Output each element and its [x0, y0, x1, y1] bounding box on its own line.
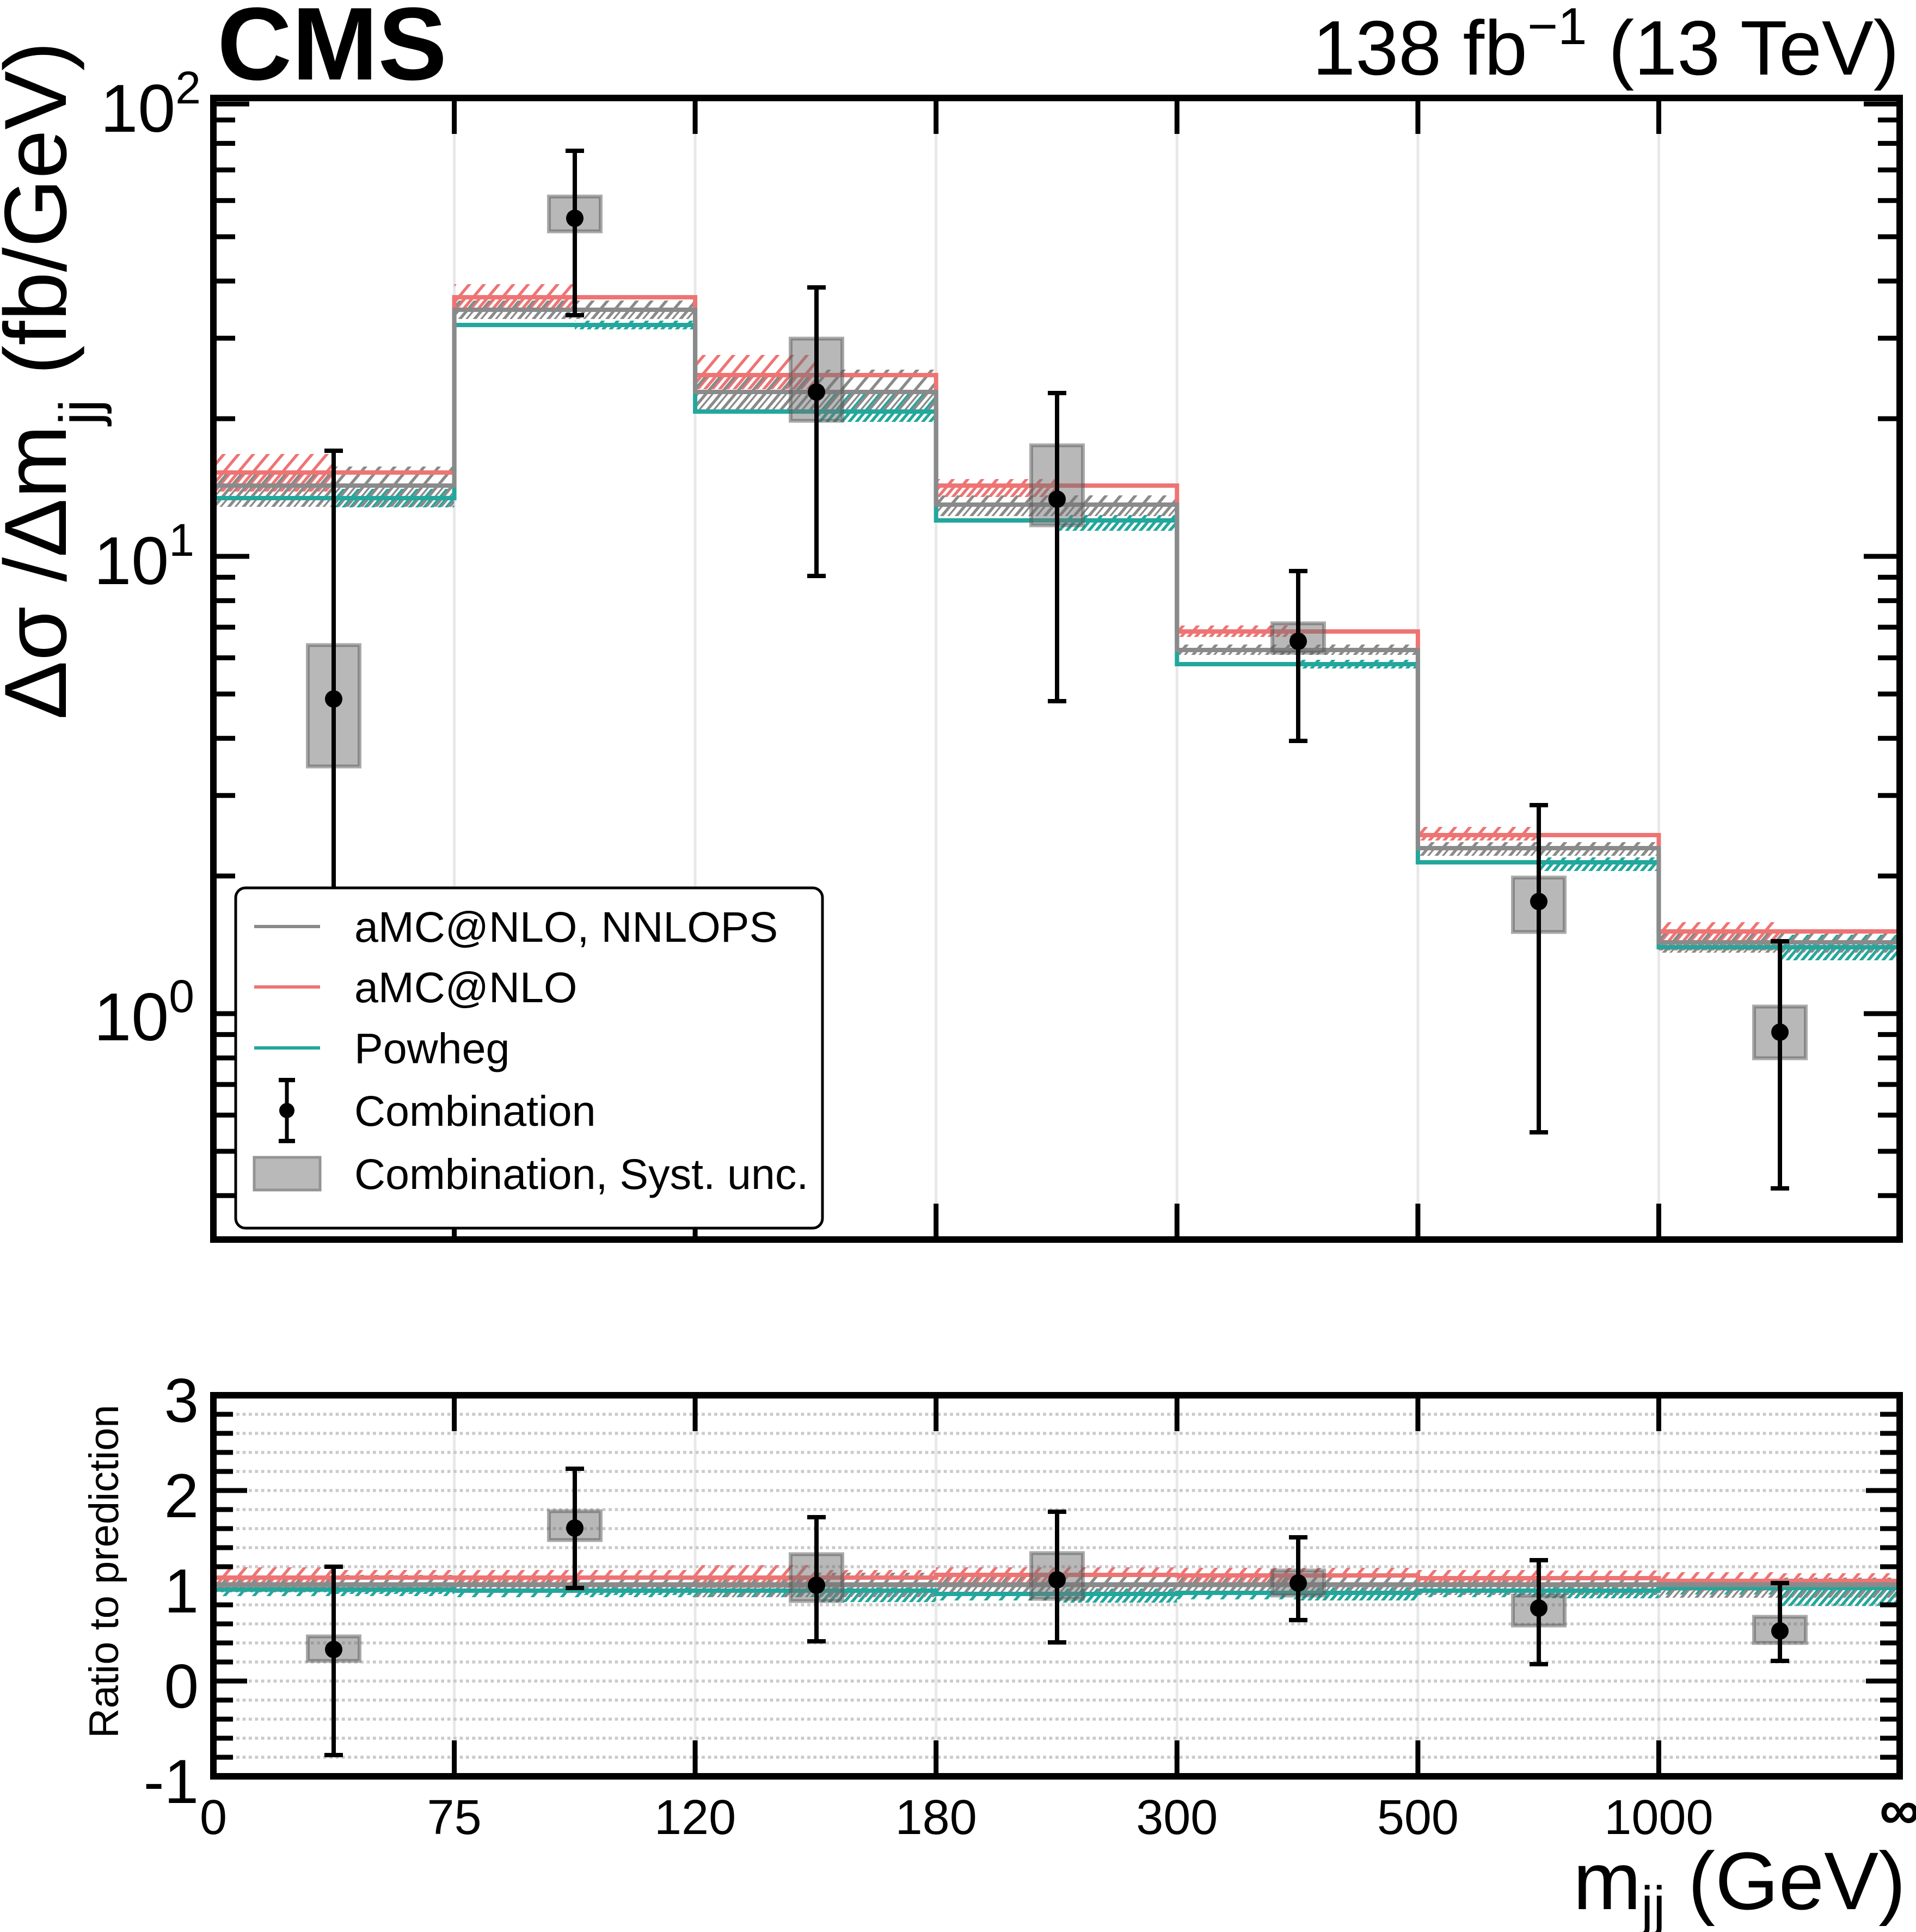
svg-text:CMS: CMS: [217, 0, 447, 102]
svg-text:mjj (GeV): mjj (GeV): [1573, 1835, 1906, 1932]
svg-text:500: 500: [1377, 1790, 1459, 1845]
svg-text:2: 2: [164, 1462, 199, 1531]
svg-text:1: 1: [164, 1557, 199, 1626]
svg-text:Combination, Syst. unc.: Combination, Syst. unc.: [354, 1150, 808, 1198]
svg-text:3: 3: [164, 1366, 199, 1436]
svg-text:Ratio to prediction: Ratio to prediction: [81, 1404, 127, 1738]
svg-text:∞: ∞: [1880, 1778, 1916, 1842]
svg-text:1000: 1000: [1604, 1790, 1713, 1845]
svg-text:180: 180: [895, 1790, 977, 1845]
svg-text:Powheg: Powheg: [354, 1024, 510, 1072]
svg-text:0: 0: [164, 1652, 199, 1721]
svg-text:300: 300: [1136, 1790, 1218, 1845]
svg-text:Combination: Combination: [354, 1087, 596, 1135]
svg-text:75: 75: [427, 1790, 482, 1845]
svg-text:aMC@NLO: aMC@NLO: [354, 963, 577, 1011]
svg-text:0: 0: [200, 1790, 227, 1845]
svg-text:aMC@NLO, NNLOPS: aMC@NLO, NNLOPS: [354, 903, 778, 951]
svg-text:101: 101: [94, 514, 194, 599]
svg-text:138 fb−1 (13 TeV): 138 fb−1 (13 TeV): [1312, 0, 1899, 91]
svg-text:-1: -1: [144, 1747, 199, 1817]
svg-text:120: 120: [654, 1790, 736, 1845]
